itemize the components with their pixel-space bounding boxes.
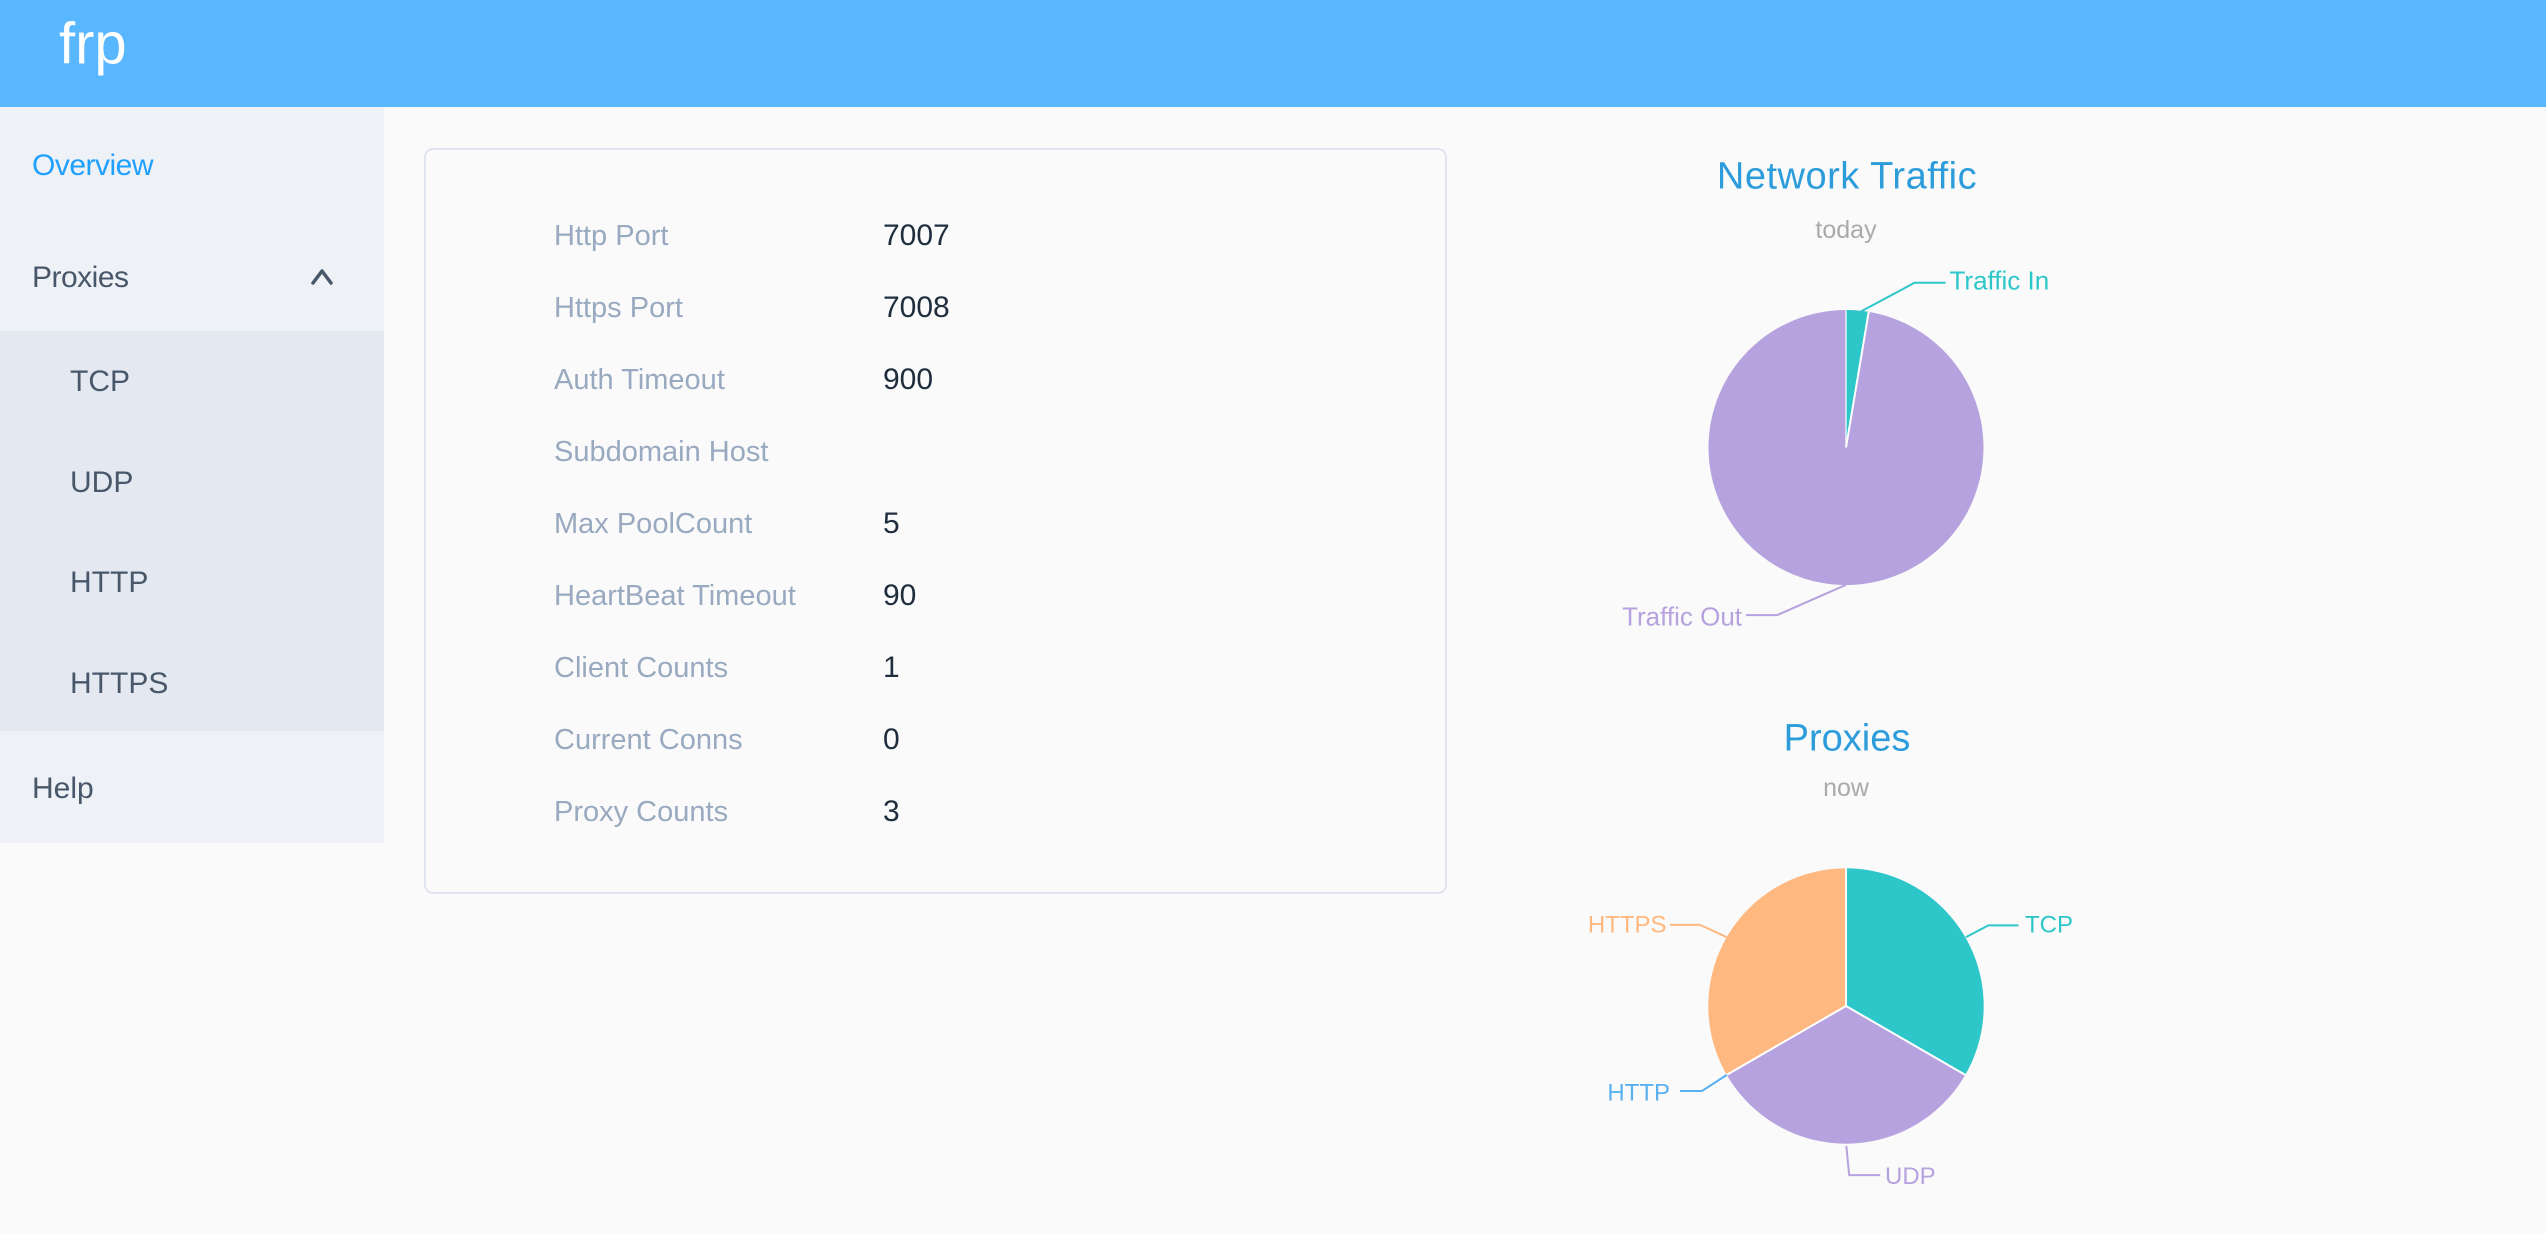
svg-text:Client Counts: Client Counts [554,652,728,684]
svg-text:Current Conns: Current Conns [554,724,743,756]
svg-text:Https Port: Https Port [554,292,683,324]
svg-text:Auth Timeout: Auth Timeout [554,364,725,396]
svg-text:Traffic Out: Traffic Out [1622,601,1743,631]
svg-text:Proxies: Proxies [32,261,129,294]
svg-text:TCP: TCP [70,365,130,398]
svg-text:5: 5 [883,507,900,540]
svg-text:Max PoolCount: Max PoolCount [554,508,752,540]
svg-text:Overview: Overview [32,149,154,182]
svg-text:UDP: UDP [70,466,133,499]
svg-text:Help: Help [32,772,94,805]
svg-text:3: 3 [883,795,900,828]
svg-text:1: 1 [883,651,900,684]
svg-text:Network Traffic: Network Traffic [1717,156,1977,198]
svg-text:HTTP: HTTP [70,566,148,599]
svg-text:Http Port: Http Port [554,220,668,252]
svg-text:HTTPS: HTTPS [1588,912,1667,939]
svg-text:7007: 7007 [883,219,950,252]
svg-text:Proxies: Proxies [1784,718,1911,760]
svg-text:900: 900 [883,363,933,396]
svg-text:TCP: TCP [2025,912,2073,939]
svg-text:today: today [1815,216,1877,244]
svg-text:90: 90 [883,579,916,612]
svg-text:HeartBeat Timeout: HeartBeat Timeout [554,580,796,612]
svg-text:Traffic In: Traffic In [1950,265,2050,295]
svg-text:now: now [1823,774,1870,802]
svg-text:Proxy Counts: Proxy Counts [554,796,728,828]
svg-text:Subdomain Host: Subdomain Host [554,436,768,468]
svg-text:HTTP: HTTP [1607,1080,1670,1107]
svg-text:UDP: UDP [1885,1163,1936,1190]
svg-text:7008: 7008 [883,291,950,324]
svg-text:HTTPS: HTTPS [70,667,168,700]
svg-text:frp: frp [59,12,127,77]
svg-text:0: 0 [883,723,900,756]
